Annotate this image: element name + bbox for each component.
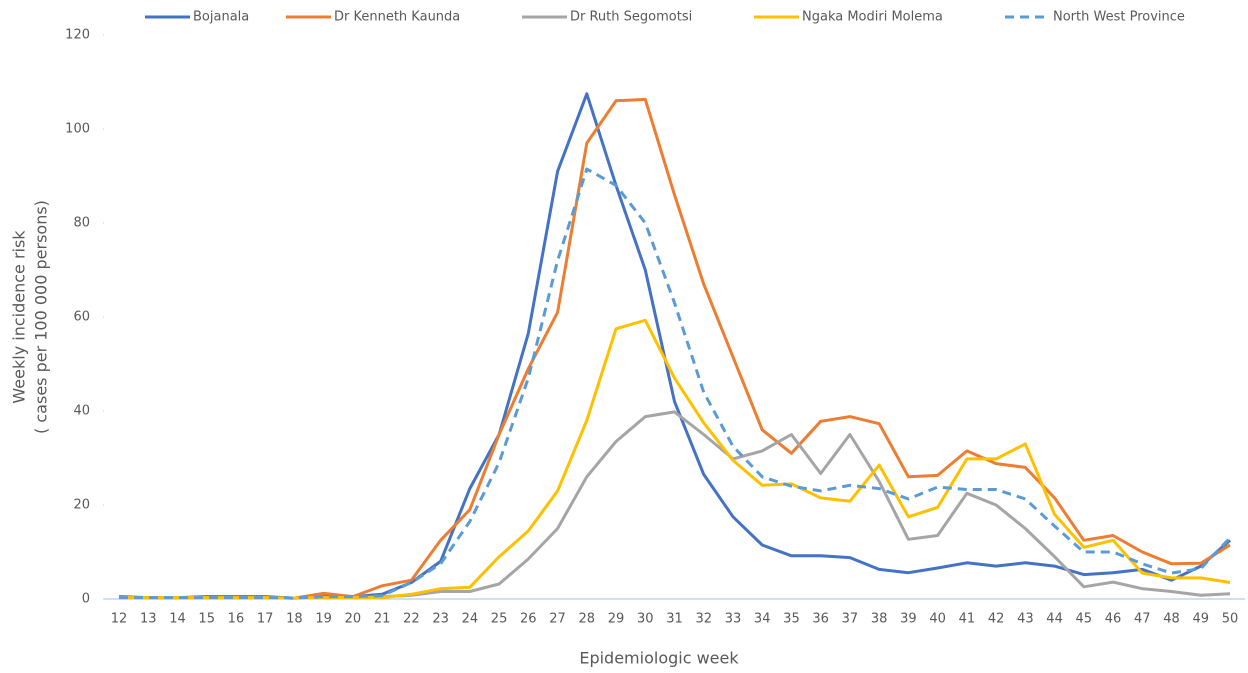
y-tick-label: 0	[82, 592, 90, 607]
x-tick-label: 25	[491, 612, 508, 627]
x-tick-label: 34	[754, 612, 771, 627]
legend-item: Dr Kenneth Kaunda	[286, 10, 460, 25]
x-tick-label: 30	[637, 612, 654, 627]
x-tick-label: 21	[374, 612, 391, 627]
x-tick-label: 18	[286, 612, 303, 627]
y-tick-label: 40	[73, 404, 90, 419]
x-tick-label: 39	[900, 612, 917, 627]
x-tick-label: 46	[1105, 612, 1122, 627]
x-tick-label: 33	[725, 612, 742, 627]
legend-item: Bojanala	[145, 10, 249, 25]
x-tick-label: 44	[1046, 612, 1063, 627]
x-tick-label: 14	[169, 612, 186, 627]
y-axis-title-line: ( cases per 100 000 persons)	[32, 200, 51, 434]
y-axis-title-line: Weekly incidence risk	[10, 230, 29, 404]
series-line	[119, 169, 1230, 598]
x-tick-label: 24	[462, 612, 479, 627]
legend-label: North West Province	[1053, 10, 1185, 25]
x-tick-label: 42	[988, 612, 1005, 627]
x-tick-label: 19	[315, 612, 332, 627]
y-tick-label: 60	[73, 310, 90, 325]
x-tick-label: 22	[403, 612, 420, 627]
legend-label: Ngaka Modiri Molema	[802, 10, 943, 25]
x-tick-label: 17	[257, 612, 274, 627]
x-tick-label: 26	[520, 612, 537, 627]
y-tick-label: 80	[73, 216, 90, 231]
x-tick-label: 28	[579, 612, 596, 627]
x-tick-label: 47	[1134, 612, 1151, 627]
x-tick-label: 13	[140, 612, 157, 627]
x-tick-label: 12	[111, 612, 128, 627]
x-tick-label: 37	[842, 612, 859, 627]
x-tick-label: 45	[1076, 612, 1093, 627]
x-tick-label: 35	[783, 612, 800, 627]
x-tick-label: 41	[959, 612, 976, 627]
legend-label: Dr Ruth Segomotsi	[570, 10, 692, 25]
x-tick-label: 27	[549, 612, 566, 627]
x-tick-label: 38	[871, 612, 888, 627]
x-tick-label: 15	[198, 612, 215, 627]
y-tick-label: 100	[65, 122, 90, 137]
x-tick-label: 40	[929, 612, 946, 627]
x-axis-title: Epidemiologic week	[579, 649, 739, 668]
series-line	[119, 320, 1230, 598]
x-tick-label: 23	[432, 612, 449, 627]
legend-item: North West Province	[1005, 10, 1185, 25]
chart: Epidemiologic week Weekly incidence risk…	[0, 0, 1248, 673]
x-tick-label: 50	[1222, 612, 1239, 627]
x-tick-label: 29	[608, 612, 625, 627]
legend-item: Dr Ruth Segomotsi	[522, 10, 692, 25]
x-tick-label: 48	[1163, 612, 1180, 627]
x-tick-label: 32	[695, 612, 712, 627]
y-tick-label: 20	[73, 498, 90, 513]
x-tick-label: 16	[228, 612, 245, 627]
x-tick-label: 36	[812, 612, 829, 627]
legend-label: Dr Kenneth Kaunda	[334, 10, 460, 25]
x-tick-label: 43	[1017, 612, 1034, 627]
x-tick-label: 31	[666, 612, 683, 627]
legend-label: Bojanala	[193, 10, 249, 25]
x-tick-label: 49	[1192, 612, 1209, 627]
legend-item: Ngaka Modiri Molema	[754, 10, 943, 25]
x-tick-label: 20	[345, 612, 362, 627]
y-tick-label: 120	[65, 28, 90, 43]
